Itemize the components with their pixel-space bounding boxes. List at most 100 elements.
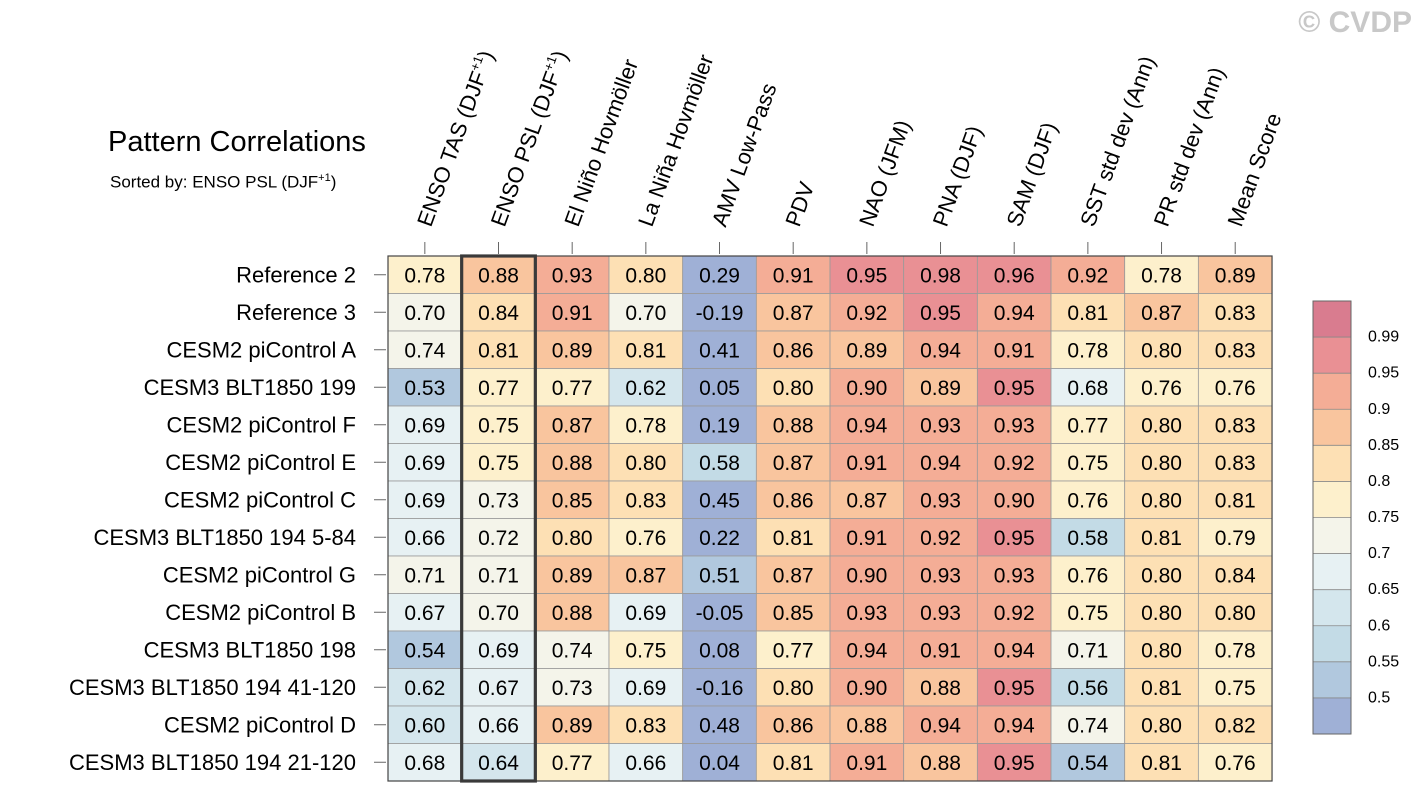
cell-value: 0.58 [1067, 527, 1108, 550]
heatmap-cells [387, 254, 1273, 783]
heatmap-cell [608, 743, 684, 782]
heatmap-cell [1124, 630, 1199, 669]
cell-value: 0.75 [478, 452, 519, 475]
colorbar-tick-label: 0.75 [1368, 509, 1399, 526]
cell-value: 0.74 [1067, 714, 1108, 737]
cell-value: 0.70 [478, 602, 519, 625]
cell-value: 0.80 [773, 677, 814, 700]
heatmap-cell [1124, 330, 1199, 369]
heatmap-cell [829, 480, 905, 519]
cell-value: 0.81 [1141, 677, 1182, 700]
column-label-text: PR std dev (Ann) [1149, 64, 1230, 230]
heatmap-cell [1124, 555, 1199, 594]
cell-value: 0.74 [404, 339, 445, 362]
heatmap-cell [387, 668, 463, 707]
cell-value: 0.80 [1215, 602, 1256, 625]
column-label-text: SST std dev (Ann) [1075, 53, 1160, 230]
cell-value: 0.76 [1215, 377, 1256, 400]
heatmap-cell [976, 330, 1052, 369]
column-label: SAM (DJF) [1001, 119, 1062, 230]
cell-value: 0.70 [404, 302, 445, 325]
colorbar-segment [1313, 625, 1351, 662]
row-label: CESM3 BLT1850 198 [144, 637, 356, 662]
cell-value: 0.81 [478, 339, 519, 362]
cell-value: 0.29 [699, 264, 740, 287]
cell-value: 0.93 [994, 564, 1035, 587]
cell-value: 0.86 [773, 714, 814, 737]
heatmap-cell [1197, 668, 1273, 707]
heatmap-cell [534, 518, 610, 557]
cell-value: 0.70 [625, 302, 666, 325]
heatmap-cell [903, 630, 978, 669]
cell-value: 0.80 [552, 527, 593, 550]
column-label: ENSO PSL (DJF+1) [485, 47, 573, 230]
cell-value: 0.92 [920, 527, 961, 550]
cell-value: 0.88 [773, 414, 814, 437]
heatmap-cell [682, 405, 757, 444]
column-label-text: SAM (DJF) [1001, 119, 1062, 230]
heatmap-cell [608, 255, 684, 294]
heatmap-cell [1197, 743, 1273, 782]
cell-value: 0.84 [1215, 564, 1256, 587]
cell-value: 0.69 [478, 639, 519, 662]
cell-value: 0.83 [1215, 414, 1256, 437]
colorbar-tick-label: 0.99 [1368, 329, 1399, 346]
colorbar: 0.5 0.55 0.6 0.65 0.7 0.75 0.8 0.85 0.9 0.95 0.99 [1312, 300, 1399, 735]
heatmap-cell [755, 743, 831, 782]
cell-value: 0.93 [994, 414, 1035, 437]
cell-value: 0.75 [1067, 602, 1108, 625]
cell-value: 0.76 [1215, 752, 1256, 775]
cell-value: 0.87 [773, 452, 814, 475]
cell-value: 0.41 [699, 339, 740, 362]
row-label: CESM2 piControl C [164, 487, 356, 512]
heatmap-cell [755, 705, 831, 744]
column-label-text: PDV [780, 178, 819, 229]
colorbar-segment [1313, 553, 1351, 590]
cell-value: 0.78 [1141, 264, 1182, 287]
cell-value: 0.98 [920, 264, 961, 287]
cell-value: 0.77 [478, 377, 519, 400]
column-label-superscript: +1 [541, 54, 560, 73]
cell-value: 0.05 [699, 377, 740, 400]
row-labels: Reference 2 Reference 3 CESM2 piControl A C… [69, 262, 386, 775]
cell-value: 0.85 [773, 602, 814, 625]
cell-value: 0.93 [920, 489, 961, 512]
heatmap-cell [829, 593, 905, 632]
cell-value: 0.86 [773, 339, 814, 362]
colorbar-segment [1313, 373, 1351, 410]
heatmap-cell [976, 743, 1052, 782]
heatmap-cell [829, 330, 905, 369]
cell-value: -0.16 [696, 677, 744, 700]
cell-value: 0.75 [1215, 677, 1256, 700]
cell-value: 0.92 [846, 302, 887, 325]
cell-value: 0.92 [1067, 264, 1108, 287]
cell-value: 0.95 [994, 377, 1035, 400]
cell-value: 0.83 [1215, 302, 1256, 325]
heatmap-cell [829, 518, 905, 557]
heatmap-cell [829, 443, 905, 482]
cell-value: 0.80 [1141, 489, 1182, 512]
cell-value: 0.93 [552, 264, 593, 287]
cell-value: 0.73 [478, 489, 519, 512]
heatmap-cell [1124, 293, 1199, 332]
column-label-text: PNA (DJF) [928, 122, 987, 229]
cell-value: 0.88 [552, 452, 593, 475]
row-label: Reference 2 [236, 262, 356, 287]
heatmap-cell [903, 743, 978, 782]
heatmap-cell [976, 705, 1052, 744]
cell-value: 0.87 [846, 489, 887, 512]
heatmap-cell [903, 705, 978, 744]
column-label: SST std dev (Ann) [1075, 53, 1160, 230]
heatmap-cell [387, 743, 463, 782]
cell-value: 0.77 [773, 639, 814, 662]
cell-value: 0.96 [994, 264, 1035, 287]
cell-value: -0.05 [696, 602, 744, 625]
cell-value: -0.19 [696, 302, 744, 325]
heatmap-cell [461, 743, 536, 782]
heatmap-cell [461, 630, 536, 669]
heatmap-cell [1197, 518, 1273, 557]
heatmap-cell [461, 330, 536, 369]
cell-value: 0.62 [404, 677, 445, 700]
heatmap-cell [1197, 443, 1273, 482]
cell-value: 0.69 [404, 452, 445, 475]
